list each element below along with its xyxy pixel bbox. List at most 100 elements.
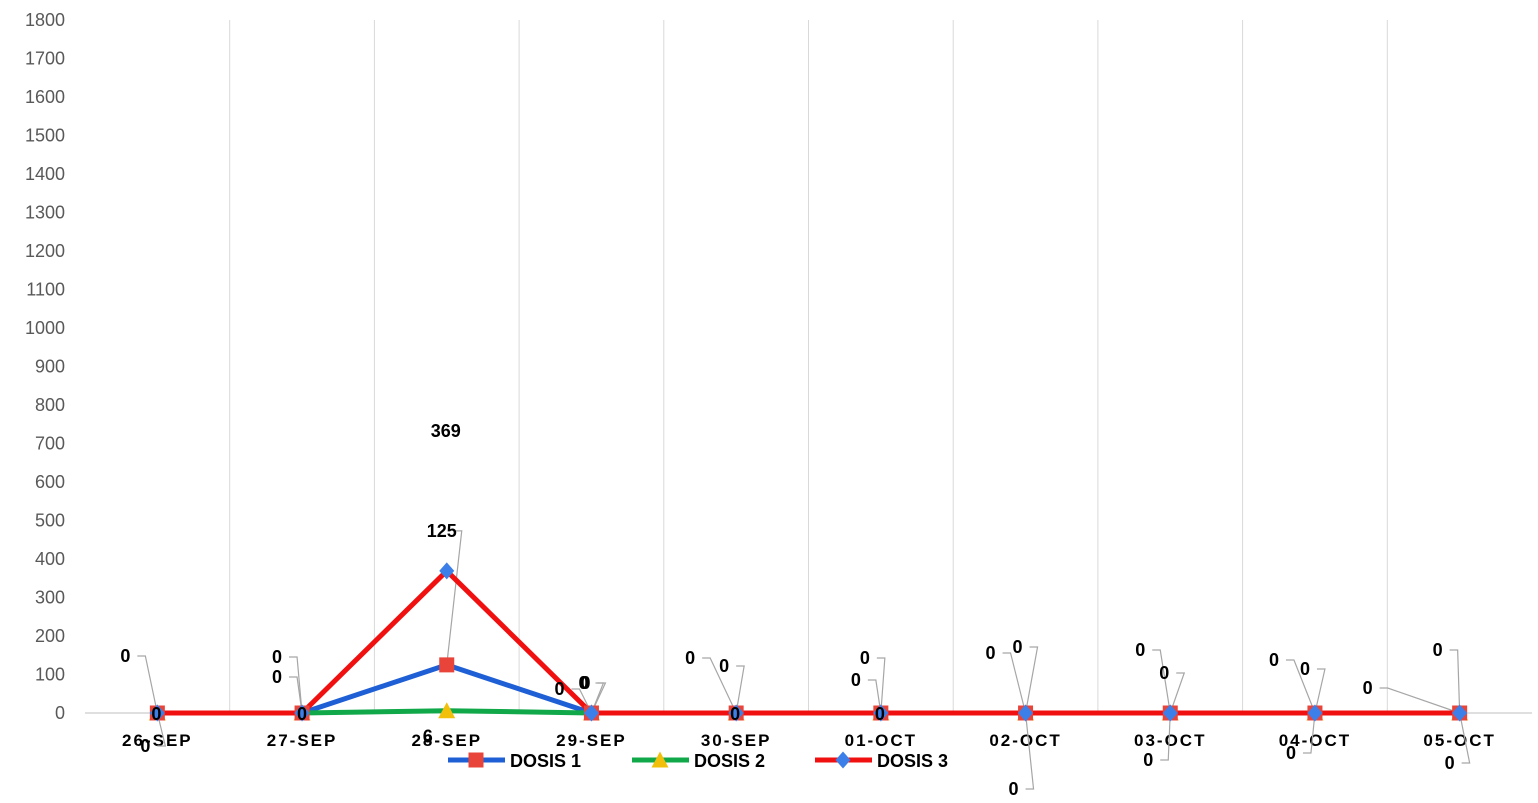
- marker-diamond: [1162, 704, 1178, 722]
- leader-line: [1169, 672, 1186, 714]
- data-label: 0: [685, 648, 695, 668]
- data-label: 0: [851, 670, 861, 690]
- legend: DOSIS 1 DOSIS 2 DOSIS 3: [448, 751, 948, 771]
- data-label: 0: [1445, 753, 1455, 773]
- data-label: 0: [1300, 659, 1310, 679]
- data-label: 0: [986, 643, 996, 663]
- series-markers: [148, 562, 1469, 722]
- leader-line: [1285, 659, 1316, 714]
- marker-diamond: [835, 751, 851, 769]
- data-label: 0: [1433, 640, 1443, 660]
- marker-diamond: [1307, 704, 1323, 722]
- x-tick-label: 03-OCT: [1134, 731, 1206, 750]
- leader-line: [1379, 687, 1460, 714]
- legend-label: DOSIS 2: [694, 751, 765, 771]
- leader-line: [867, 679, 882, 714]
- legend-label: DOSIS 3: [877, 751, 948, 771]
- leader-line: [1302, 712, 1316, 754]
- data-label: 0: [140, 736, 150, 756]
- data-label: 0: [1009, 779, 1019, 798]
- data-label: 0: [580, 673, 590, 693]
- data-label: 0: [1013, 637, 1023, 657]
- data-label: 0: [120, 646, 130, 666]
- leader-line: [702, 657, 737, 714]
- y-tick-label: 300: [35, 588, 65, 608]
- leader-line: [571, 688, 592, 714]
- leader-line: [735, 665, 745, 714]
- marker-diamond: [728, 704, 744, 722]
- marker-diamond: [439, 562, 455, 580]
- y-tick-label: 100: [35, 665, 65, 685]
- marker-diamond: [1018, 704, 1034, 722]
- y-tick-label: 1400: [25, 164, 65, 184]
- leader-line: [876, 657, 886, 714]
- data-label: 0: [1286, 743, 1296, 763]
- x-tick-label: 05-OCT: [1423, 731, 1495, 750]
- grid: [229, 20, 1388, 713]
- data-label: 0: [297, 704, 307, 724]
- leader-line: [446, 530, 463, 665]
- x-tick-label: 26-SEP: [122, 731, 193, 750]
- y-tick-label: 500: [35, 511, 65, 531]
- leader-lines: [137, 530, 1471, 790]
- data-label: 0: [151, 704, 161, 724]
- leader-line: [1152, 649, 1171, 714]
- marker-triangle: [438, 702, 456, 719]
- y-tick-label: 600: [35, 472, 65, 492]
- series-lines: [157, 568, 1460, 716]
- data-label: 0: [1159, 663, 1169, 683]
- data-label: 0: [1135, 640, 1145, 660]
- y-tick-label: 1200: [25, 241, 65, 261]
- leader-line: [1314, 668, 1326, 714]
- marker-square: [468, 752, 484, 768]
- y-tick-label: 200: [35, 626, 65, 646]
- marker-diamond: [149, 704, 165, 722]
- y-tick-label: 700: [35, 434, 65, 454]
- y-tick-label: 900: [35, 357, 65, 377]
- leader-line: [1459, 712, 1471, 764]
- x-tick-label: 01-OCT: [845, 731, 917, 750]
- x-tick-label: 04-OCT: [1279, 731, 1351, 750]
- x-tick-label: 28-SEP: [411, 731, 482, 750]
- data-label: 0: [578, 673, 588, 693]
- y-tick-label: 1100: [26, 280, 65, 300]
- x-tick-label: 29-SEP: [556, 731, 627, 750]
- data-label: 125: [427, 521, 457, 541]
- marker-diamond: [294, 704, 310, 722]
- y-tick-label: 1700: [25, 49, 65, 69]
- leader-line: [1160, 712, 1171, 761]
- data-label: 369: [431, 421, 461, 441]
- y-tick-label: 400: [35, 549, 65, 569]
- marker-triangle: [651, 751, 669, 768]
- leader-line: [156, 712, 167, 747]
- leader-line: [289, 656, 303, 714]
- marker-diamond: [583, 704, 599, 722]
- leader-line: [1024, 646, 1039, 714]
- y-tick-label: 800: [35, 395, 65, 415]
- x-tick-label: 30-SEP: [701, 731, 772, 750]
- leader-line: [1002, 652, 1027, 714]
- leader-line: [1024, 712, 1035, 790]
- y-tick-label: 0: [55, 703, 65, 723]
- marker-diamond: [1452, 704, 1468, 722]
- y-tick-label: 1300: [25, 203, 65, 223]
- data-label: 0: [730, 704, 740, 724]
- leader-line: [590, 682, 607, 714]
- data-label: 0: [719, 656, 729, 676]
- marker-square: [439, 657, 455, 673]
- data-label: 0: [1143, 750, 1153, 770]
- legend-label: DOSIS 1: [510, 751, 581, 771]
- data-label: 0: [1269, 650, 1279, 670]
- data-label: 0: [1363, 678, 1373, 698]
- leader-line: [137, 655, 158, 714]
- y-tick-label: 1500: [25, 126, 65, 146]
- y-tick-label: 1000: [25, 318, 65, 338]
- data-label: 0: [554, 679, 564, 699]
- y-tick-label: 1800: [25, 10, 65, 30]
- data-label: 6: [423, 727, 433, 747]
- x-tick-label: 27-SEP: [267, 731, 338, 750]
- y-tick-label: 1600: [25, 87, 65, 107]
